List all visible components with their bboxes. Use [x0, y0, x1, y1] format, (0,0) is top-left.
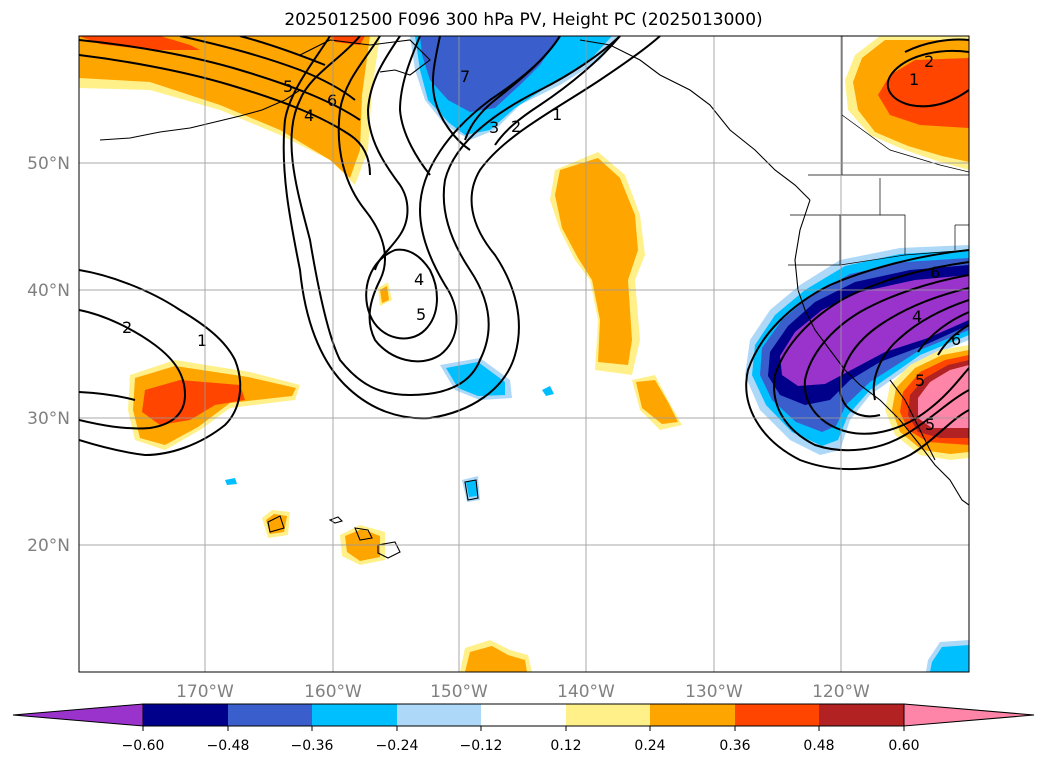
contour-labels: 5 6 4 7 3 2 1 2 1 4 5 2 1 6 5 4 6 5	[122, 52, 961, 434]
contour-label: 6	[327, 91, 337, 110]
colorbar-segment	[566, 704, 650, 726]
colorbar-segment	[650, 704, 735, 726]
colorbar-tick-label: −0.24	[376, 738, 419, 754]
contour-label: 5	[915, 371, 925, 390]
contour-label: 5	[925, 415, 935, 434]
colorbar-tick-label: 0.36	[719, 738, 750, 754]
lon-label-140w: 140°W	[557, 682, 615, 702]
colorbar-segment	[481, 704, 566, 726]
contour-label: 2	[924, 52, 934, 71]
colorbar-tick-label: 0.48	[803, 738, 834, 754]
colorbar-segment	[819, 704, 904, 726]
height-contours	[79, 36, 969, 470]
colorbar-tick-label: 0.60	[888, 738, 919, 754]
contour-label: 4	[414, 270, 424, 289]
lat-label-40n: 40°N	[27, 281, 70, 301]
lon-label-150w: 150°W	[430, 682, 488, 702]
colorbar-tick-label: −0.48	[207, 738, 250, 754]
lon-label-120w: 120°W	[812, 682, 870, 702]
gridlines	[79, 36, 969, 672]
lat-label-50n: 50°N	[27, 154, 70, 174]
contour-label: 3	[489, 118, 499, 137]
contour-label: 6	[951, 330, 961, 349]
colorbar-segment	[228, 704, 312, 726]
colorbar-extend-high	[903, 703, 1035, 727]
lat-label-20n: 20°N	[27, 536, 70, 556]
lat-label-30n: 30°N	[27, 409, 70, 429]
hawaii-islands	[267, 479, 479, 559]
contour-label: 5	[283, 77, 293, 96]
contour-label: 5	[416, 305, 426, 324]
colorbar-tick-label: −0.36	[291, 738, 334, 754]
colorbar-tick-label: −0.12	[460, 738, 503, 754]
lon-label-160w: 160°W	[304, 682, 362, 702]
colorbar-tick-label: 0.12	[550, 738, 581, 754]
colorbar-segment	[312, 704, 397, 726]
contour-label: 1	[197, 331, 207, 350]
colorbar-segment	[143, 704, 228, 726]
lon-label-130w: 130°W	[685, 682, 743, 702]
contour-label: 4	[912, 307, 922, 326]
state-borders	[788, 36, 969, 266]
colorbar-extend-low	[12, 703, 144, 727]
map-panel: 5 6 4 7 3 2 1 2 1 4 5 2 1 6 5 4 6 5	[79, 36, 969, 672]
longitude-labels: 170°W 160°W 150°W 140°W 130°W 120°W	[176, 682, 870, 702]
lon-label-170w: 170°W	[176, 682, 234, 702]
latitude-labels: 50°N 40°N 30°N 20°N	[27, 154, 70, 556]
contour-label: 2	[122, 318, 132, 337]
contour-label: 6	[930, 263, 940, 282]
contour-label: 1	[909, 70, 919, 89]
contour-label: 2	[511, 117, 521, 136]
contour-label: 7	[460, 67, 470, 86]
map-frame	[78, 35, 970, 673]
map-title: 2025012500 F096 300 hPa PV, Height PC (2…	[284, 10, 763, 30]
colorbar-segment	[397, 704, 481, 726]
colorbar-tick-label: 0.24	[634, 738, 665, 754]
colorbar-tick-label: −0.60	[122, 738, 165, 754]
contour-label: 1	[552, 105, 562, 124]
colorbar: −0.60 −0.48 −0.36 −0.24 −0.12 0.12 0.24 …	[12, 703, 1035, 754]
colorbar-segment	[735, 704, 819, 726]
coastlines	[99, 39, 969, 506]
contour-label: 4	[304, 106, 314, 125]
